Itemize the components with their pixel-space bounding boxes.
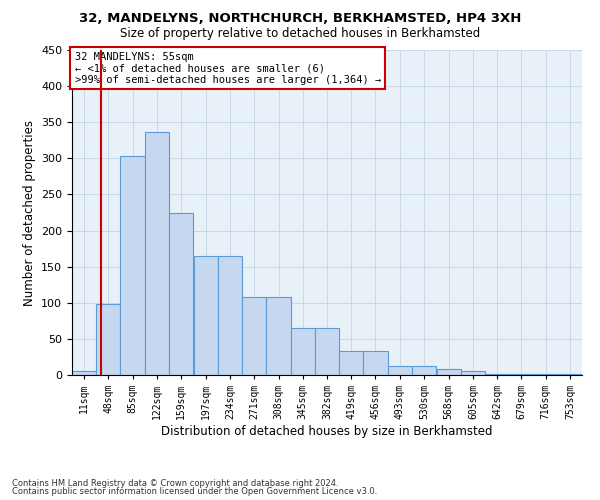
Bar (194, 256, 218, 375)
Bar (242, 297, 266, 375)
Bar (266, 297, 290, 375)
Bar (121, 156, 145, 375)
Text: Size of property relative to detached houses in Berkhamsted: Size of property relative to detached ho… (120, 28, 480, 40)
Bar (96, 304, 121, 375)
Text: Contains public sector information licensed under the Open Government Licence v3: Contains public sector information licen… (12, 487, 377, 496)
Bar (412, 366, 436, 375)
Bar (218, 256, 242, 375)
Bar (509, 374, 533, 375)
Bar (437, 369, 461, 375)
Bar (461, 372, 485, 375)
Bar (558, 374, 582, 375)
Bar (72, 372, 96, 375)
Bar (533, 374, 558, 375)
Bar (485, 374, 509, 375)
Bar (339, 351, 364, 375)
Bar (388, 366, 412, 375)
Text: Contains HM Land Registry data © Crown copyright and database right 2024.: Contains HM Land Registry data © Crown c… (12, 478, 338, 488)
X-axis label: Distribution of detached houses by size in Berkhamsted: Distribution of detached houses by size … (161, 425, 493, 438)
Y-axis label: Number of detached properties: Number of detached properties (23, 120, 35, 306)
Text: 32 MANDELYNS: 55sqm
← <1% of detached houses are smaller (6)
>99% of semi-detach: 32 MANDELYNS: 55sqm ← <1% of detached ho… (74, 52, 381, 85)
Bar (169, 212, 193, 375)
Bar (290, 328, 315, 375)
Bar (364, 351, 388, 375)
Text: 32, MANDELYNS, NORTHCHURCH, BERKHAMSTED, HP4 3XH: 32, MANDELYNS, NORTHCHURCH, BERKHAMSTED,… (79, 12, 521, 26)
Bar (145, 132, 169, 375)
Bar (315, 328, 339, 375)
